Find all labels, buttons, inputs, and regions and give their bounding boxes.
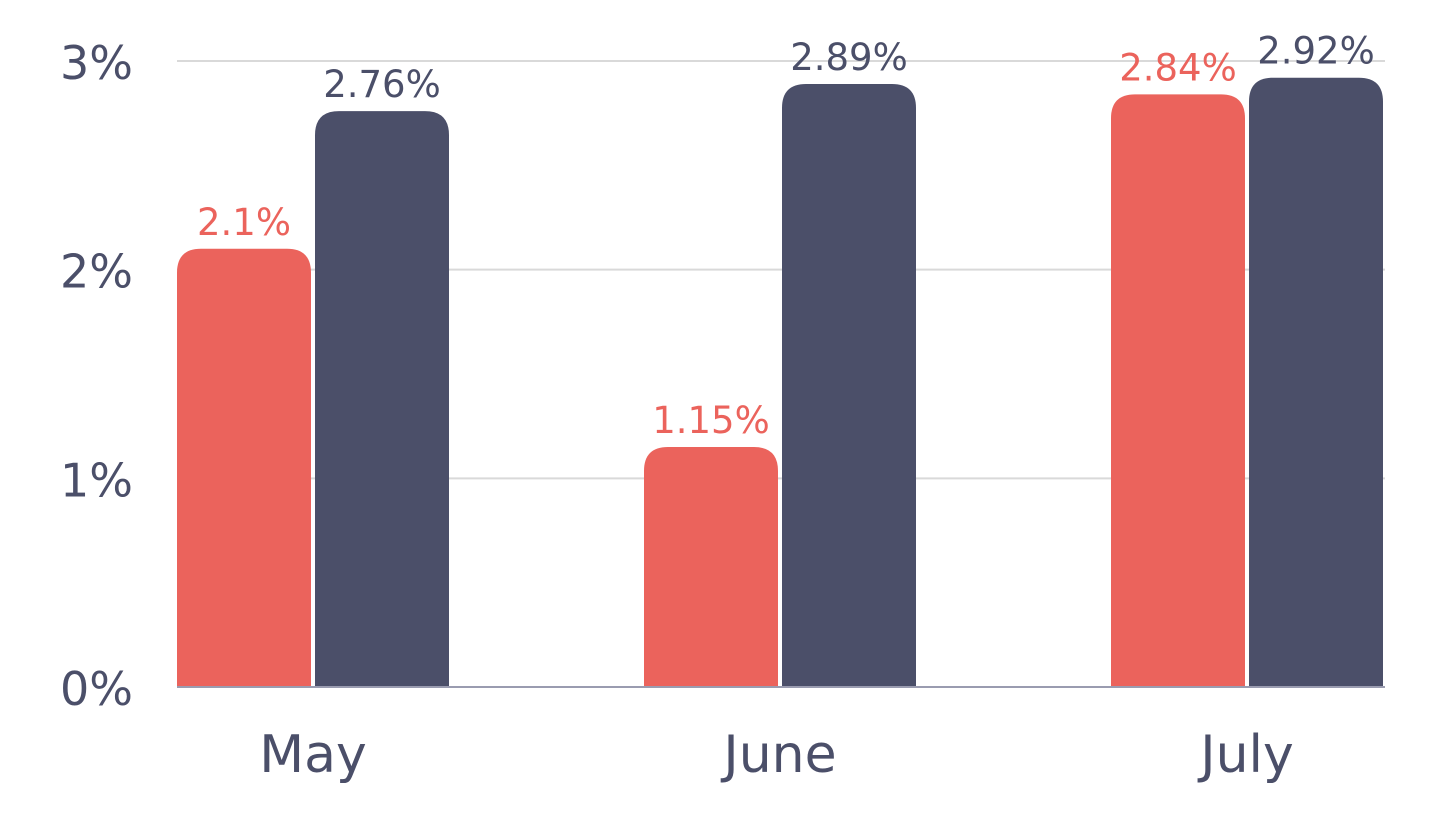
y-tick-label: 2% (60, 245, 133, 299)
data-label: 2.1% (197, 201, 291, 244)
bar (1249, 77, 1383, 687)
data-label: 2.76% (323, 63, 441, 106)
y-tick-label: 0% (60, 662, 133, 716)
x-category-label: June (720, 725, 836, 785)
data-label: 1.15% (652, 399, 770, 442)
x-category-label: May (259, 725, 367, 785)
bar (177, 248, 311, 688)
x-category-label: July (1197, 725, 1294, 785)
y-tick-label: 3% (60, 36, 133, 90)
y-tick-label: 1% (60, 453, 133, 507)
bar (644, 447, 778, 687)
bar (1111, 94, 1245, 688)
bar (315, 111, 449, 687)
bar (782, 83, 916, 688)
data-label: 2.84% (1119, 46, 1237, 89)
data-label: 2.89% (790, 36, 908, 79)
data-label: 2.92% (1257, 30, 1375, 73)
